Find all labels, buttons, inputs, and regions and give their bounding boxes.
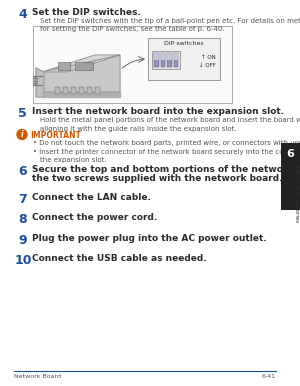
Text: • Insert the printer connector of the network board securely into the connector : • Insert the printer connector of the ne… <box>33 149 300 155</box>
Text: the expansion slot.: the expansion slot. <box>40 157 106 163</box>
Text: Network Board: Network Board <box>14 374 61 379</box>
Text: Connect the USB cable as needed.: Connect the USB cable as needed. <box>32 254 207 263</box>
Bar <box>95 87 100 94</box>
Text: Optional Accessories: Optional Accessories <box>293 165 298 222</box>
Polygon shape <box>42 55 120 72</box>
Text: 6: 6 <box>286 149 294 159</box>
Text: ↓ OFF: ↓ OFF <box>199 63 216 68</box>
Text: • Do not touch the network board parts, printed wire, or connectors with your ha: • Do not touch the network board parts, … <box>33 140 300 146</box>
Text: 6-41: 6-41 <box>262 374 276 379</box>
Bar <box>160 53 165 67</box>
Bar <box>167 53 172 67</box>
Bar <box>55 87 60 94</box>
Text: the two screws supplied with the network board.: the two screws supplied with the network… <box>32 174 283 183</box>
Bar <box>87 87 92 94</box>
Polygon shape <box>42 55 120 92</box>
Bar <box>75 62 93 70</box>
Text: ↑ ON: ↑ ON <box>201 55 216 60</box>
Circle shape <box>17 129 27 139</box>
Bar <box>152 51 180 69</box>
Text: Set the DIP switches with the tip of a ball-point pen etc. For details on method: Set the DIP switches with the tip of a b… <box>40 18 300 32</box>
Text: 9: 9 <box>18 234 27 247</box>
Text: 8: 8 <box>18 213 27 226</box>
Text: 4: 4 <box>18 8 27 21</box>
Text: 7: 7 <box>18 193 27 206</box>
Text: i: i <box>21 130 23 139</box>
Bar <box>63 87 68 94</box>
Polygon shape <box>33 76 37 85</box>
Bar <box>154 53 158 67</box>
Bar <box>167 53 172 60</box>
Text: Plug the power plug into the AC power outlet.: Plug the power plug into the AC power ou… <box>32 234 267 243</box>
Text: IMPORTANT: IMPORTANT <box>30 130 81 139</box>
Polygon shape <box>42 92 120 97</box>
Text: Hold the metal panel portions of the network board and insert the board while
al: Hold the metal panel portions of the net… <box>40 117 300 132</box>
Bar <box>160 53 165 60</box>
Bar <box>58 62 70 70</box>
Bar <box>33 26 232 103</box>
Text: Set the DIP switches.: Set the DIP switches. <box>32 8 141 17</box>
Polygon shape <box>36 68 44 97</box>
Bar <box>148 38 220 80</box>
Text: 5: 5 <box>18 107 27 120</box>
Bar <box>154 53 158 60</box>
Text: Insert the network board into the expansion slot.: Insert the network board into the expans… <box>32 107 284 116</box>
Bar <box>281 143 300 210</box>
Bar <box>79 87 84 94</box>
Text: 6: 6 <box>18 165 27 178</box>
Text: Connect the LAN cable.: Connect the LAN cable. <box>32 193 151 202</box>
Text: 10: 10 <box>15 254 32 267</box>
Bar <box>71 87 76 94</box>
Text: DIP switches: DIP switches <box>164 41 204 46</box>
Text: Secure the top and bottom portions of the network board with: Secure the top and bottom portions of th… <box>32 165 300 174</box>
Bar <box>173 53 178 67</box>
Bar <box>173 53 178 60</box>
Text: Connect the power cord.: Connect the power cord. <box>32 213 157 222</box>
